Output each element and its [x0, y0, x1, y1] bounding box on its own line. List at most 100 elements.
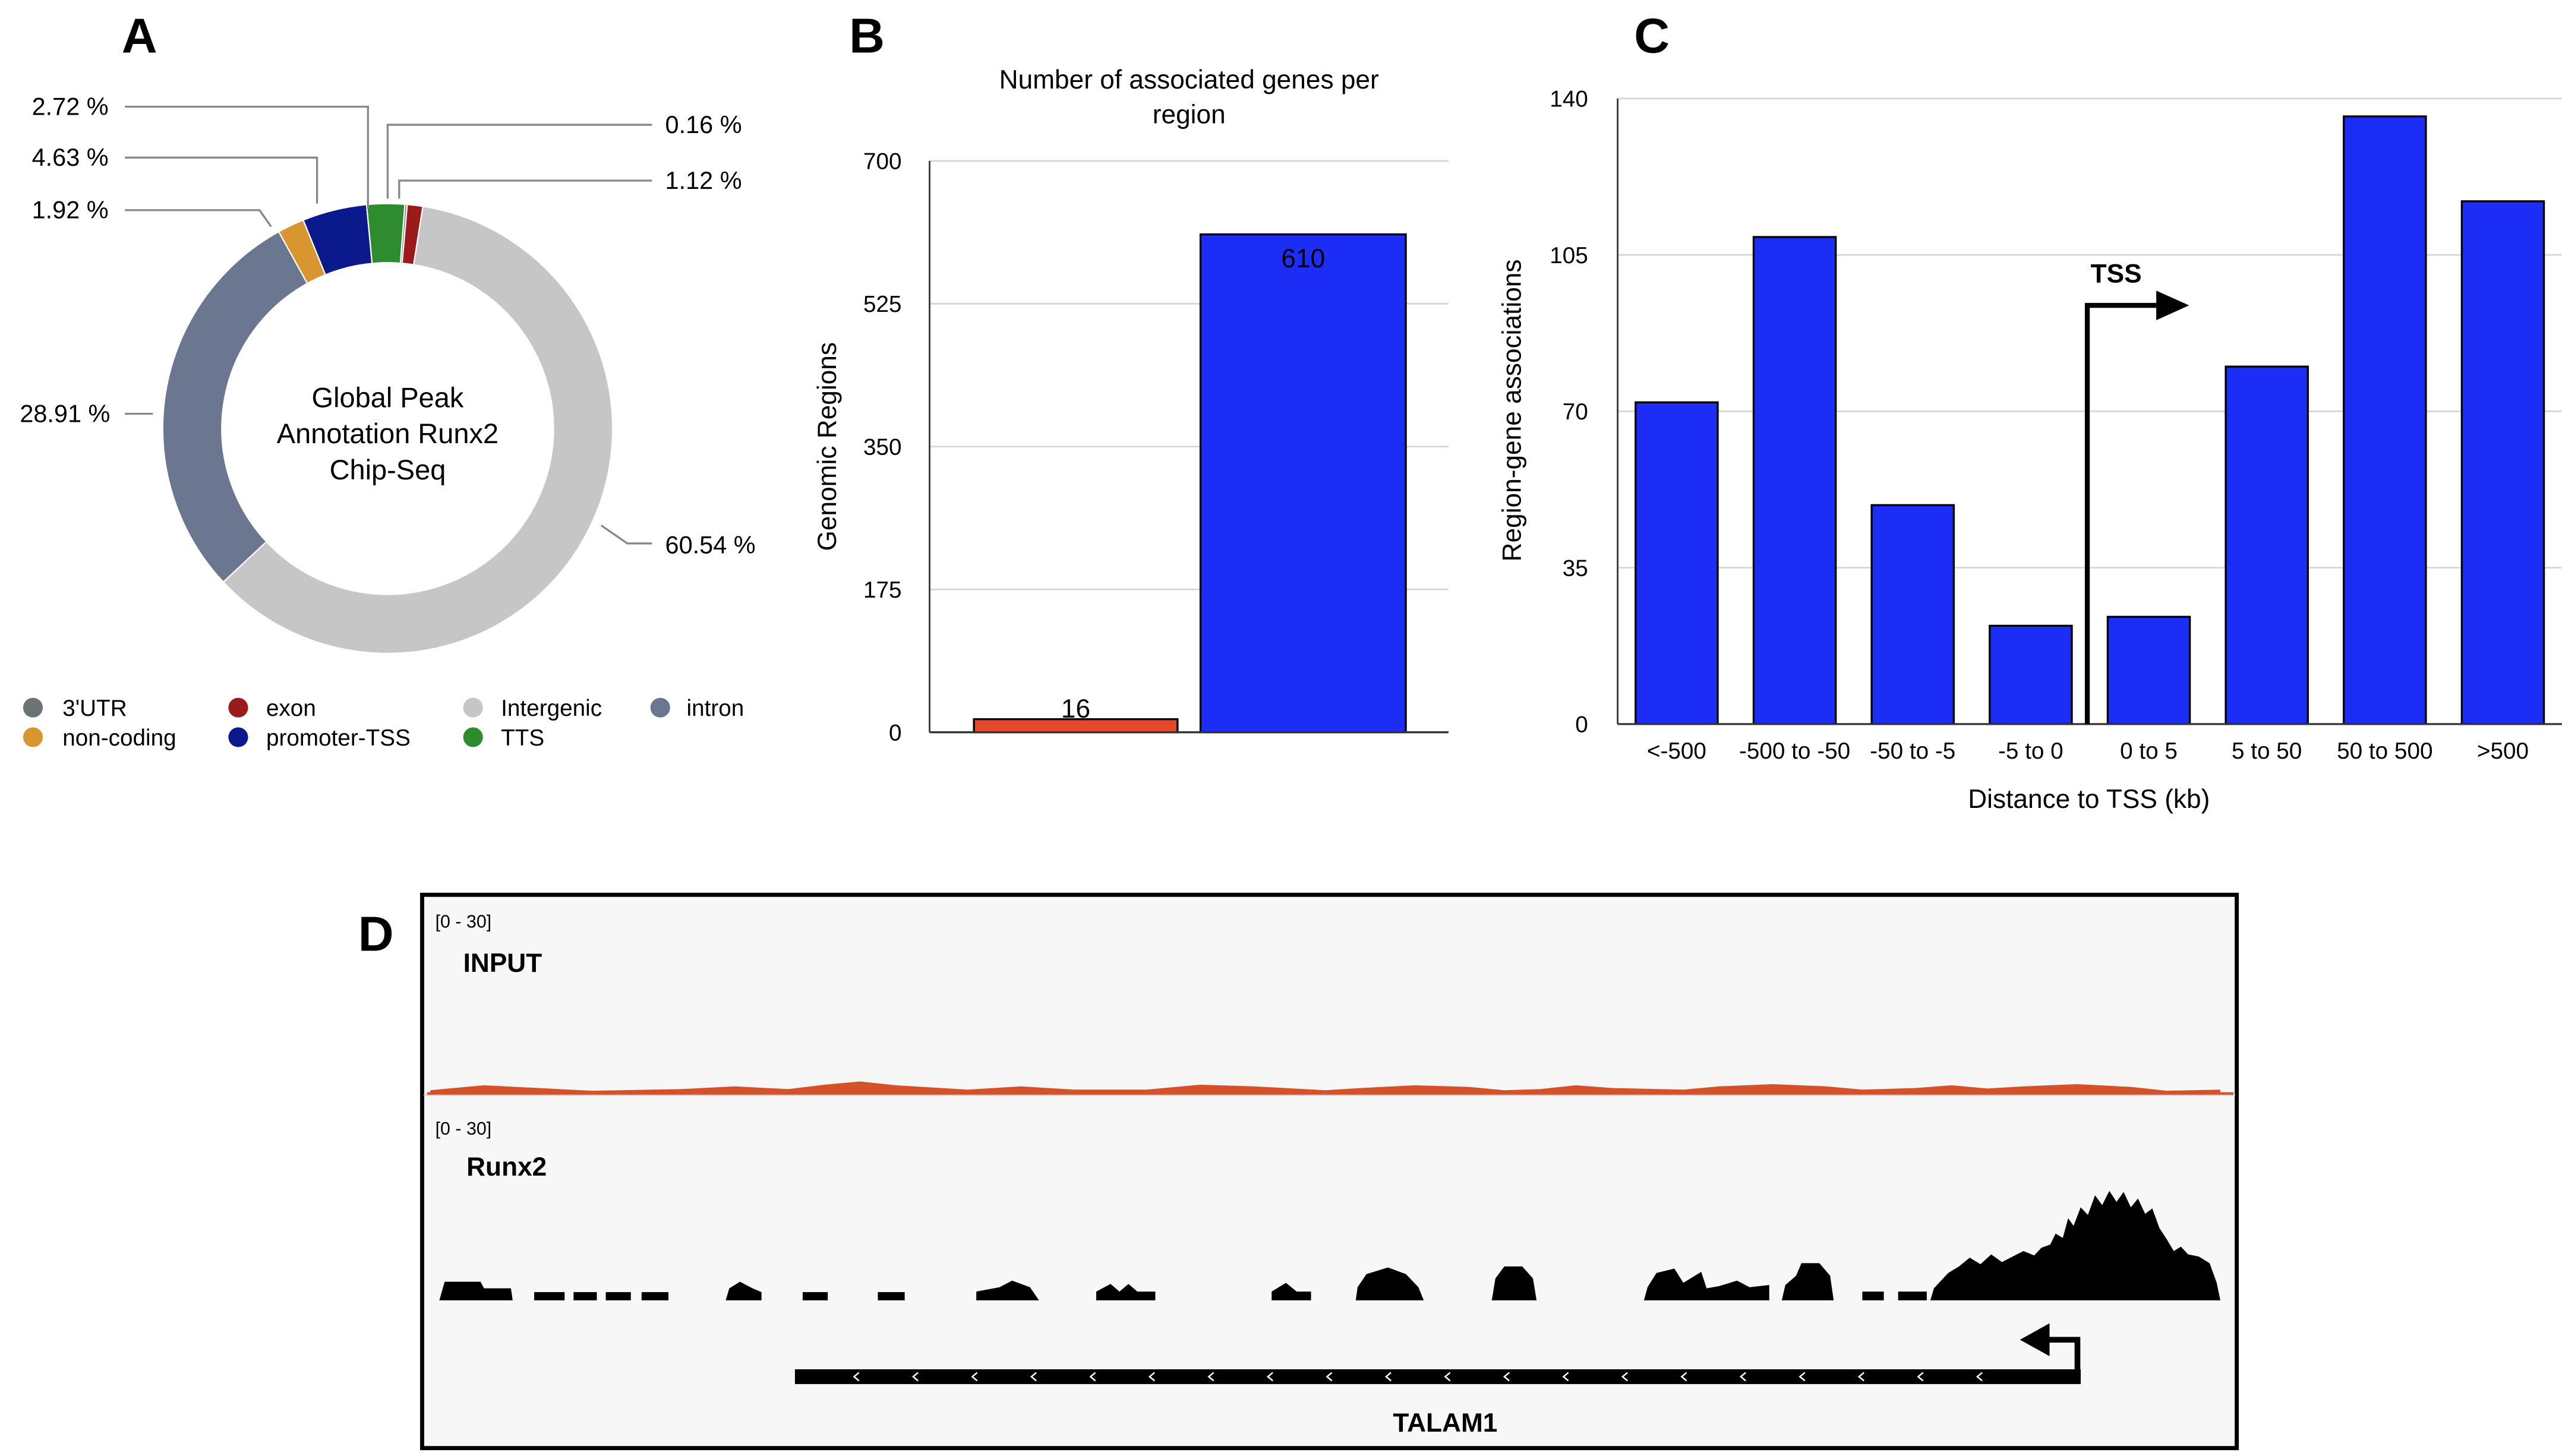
chart-c-category-label: >500 [2477, 738, 2529, 764]
chart-c-category-label: -5 to 0 [1998, 738, 2064, 764]
chart-b-title-line-2: region [1153, 100, 1226, 129]
legend-swatch-utr3 [23, 697, 43, 718]
gene-chevron [1799, 1372, 1806, 1382]
panel-label-a: A [122, 8, 157, 63]
legend-swatch-promoter [228, 727, 248, 747]
slice-label-intergenic: 60.54 % [665, 530, 756, 558]
legend-item-noncoding: non-coding [23, 725, 176, 751]
chart-c-bar-50-to-500 [2343, 115, 2427, 725]
chart-b-ylabel: Genomic Regions [813, 342, 842, 551]
tss-label: TSS [2091, 259, 2142, 288]
gene-chevron [1326, 1372, 1333, 1382]
chart-c-bar-500 [2460, 200, 2545, 725]
panel-label-d: D [358, 906, 394, 961]
chart-b-ytick-label: 700 [863, 149, 902, 175]
donut-slice-3-utr [399, 203, 408, 264]
gene-tss-arrow-line [2046, 1337, 2081, 1376]
gene-body [794, 1369, 2081, 1384]
chart-c-ytick-label: 35 [1563, 555, 1588, 581]
chart-c-yticks: 0 35 70 105 140 [1550, 87, 1588, 738]
chart-c-ytick-label: 0 [1575, 712, 1588, 738]
gene-chevron [1384, 1372, 1392, 1382]
gene-chevron [1680, 1372, 1687, 1382]
gene-chevron [1621, 1372, 1628, 1382]
gene-strand-chevrons [853, 1372, 1983, 1382]
chart-c-bar-5-to-50 [2225, 365, 2309, 725]
chart-c-category-label: 50 to 500 [2337, 738, 2432, 764]
leader-exon [398, 179, 652, 199]
gene-chevron [971, 1372, 978, 1382]
leader-tts [125, 105, 369, 209]
leader-promoter [125, 156, 318, 204]
legend-item-exon: exon [228, 696, 316, 721]
donut-slice-labels: 2.72 % 4.63 % 1.92 % 28.91 % 0.16 % 1.12… [20, 92, 755, 558]
donut-legend: 3'UTR exon Intergenic intron non-coding … [23, 696, 744, 751]
gene-chevron [853, 1372, 860, 1382]
leader-utr3 [386, 124, 652, 199]
chart-c-category-label: 5 to 50 [2232, 738, 2302, 764]
gene-name: TALAM1 [1393, 1408, 1497, 1438]
chart-c-xlabel: Distance to TSS (kb) [1968, 785, 2210, 814]
slice-label-exon: 1.12 % [665, 166, 742, 194]
chart-c-bar-500 [1635, 401, 1719, 725]
donut-center-title: Global Peak Annotation Runx2 Chip-Seq [277, 381, 498, 485]
gene-chevron [1917, 1372, 1924, 1382]
input-signal-track [430, 1081, 2220, 1094]
chart-c-bars [1635, 115, 2545, 725]
slice-label-promoter: 4.63 % [32, 143, 109, 171]
legend-swatch-tts [463, 727, 483, 747]
chart-c-bar-50-to-5 [1870, 504, 1955, 725]
leader-noncoding [125, 209, 272, 228]
chart-c-category-label: -50 to -5 [1870, 738, 1955, 764]
panel-b: B Number of associated genes per region … [813, 8, 1449, 746]
input-track-range: [0 - 30] [436, 912, 492, 932]
slice-label-utr3: 0.16 % [665, 110, 742, 138]
gene-chevron [1562, 1372, 1569, 1382]
legend-item-utr3: 3'UTR [23, 696, 127, 721]
legend-label-tts: TTS [501, 725, 544, 751]
chart-b-bar-value-label: 610 [1281, 244, 1325, 273]
legend-swatch-intron [650, 697, 670, 718]
legend-label-noncoding: non-coding [62, 725, 176, 751]
gene-chevron [1503, 1372, 1510, 1382]
slice-label-noncoding: 1.92 % [32, 196, 109, 224]
legend-item-intergenic: Intergenic [463, 696, 602, 721]
chart-c-bar-0-to-5 [2106, 615, 2191, 725]
chart-c-ytick-label: 140 [1550, 87, 1588, 112]
runx2-track-range: [0 - 30] [436, 1119, 492, 1139]
legend-swatch-intergenic [463, 697, 483, 718]
panel-c: C Region-gene associations 0 35 70 105 140 <… [1498, 8, 2562, 814]
chart-b-title-line-1: Number of associated genes per [999, 65, 1379, 94]
gene-chevron [1030, 1372, 1037, 1382]
chart-c-category-labels: <-500 -500 to -50 -50 to -5 -5 to 0 0 to 5 5 … [1647, 738, 2529, 764]
legend-item-tts: TTS [463, 725, 544, 751]
legend-label-promoter: promoter-TSS [266, 725, 411, 751]
chart-c-category-label: 0 to 5 [2120, 738, 2178, 764]
leader-intergenic [600, 525, 652, 545]
input-track-name: INPUT [463, 949, 542, 978]
slice-label-tts: 2.72 % [32, 92, 109, 120]
legend-item-intron: intron [650, 696, 744, 721]
chart-c-ylabel: Region-gene associations [1498, 260, 1527, 562]
chart-c-ytick-label: 105 [1550, 243, 1588, 269]
tss-arrow-line [2084, 302, 2157, 724]
chart-b-bar [1199, 233, 1407, 734]
chart-c-category-label: -500 to -50 [1739, 738, 1850, 764]
gene-chevron [911, 1372, 919, 1382]
chart-c-category-label: <-500 [1647, 738, 1706, 764]
chart-b-yticks: 0 175 350 525 700 [863, 149, 902, 746]
gene-chevron [1089, 1372, 1096, 1382]
donut-slice-intron [162, 230, 308, 583]
gene-chevron [1148, 1372, 1155, 1382]
chart-b-ytick-label: 0 [889, 720, 902, 746]
slice-label-intron: 28.91 % [20, 399, 110, 427]
donut-chart [162, 203, 614, 655]
tss-arrow-head [2156, 290, 2189, 320]
donut-slice-intergenic [222, 206, 614, 655]
chart-b-ytick-label: 525 [863, 292, 902, 317]
gene-chevron [1207, 1372, 1214, 1382]
legend-swatch-exon [228, 697, 248, 718]
legend-label-utr3: 3'UTR [62, 696, 127, 721]
